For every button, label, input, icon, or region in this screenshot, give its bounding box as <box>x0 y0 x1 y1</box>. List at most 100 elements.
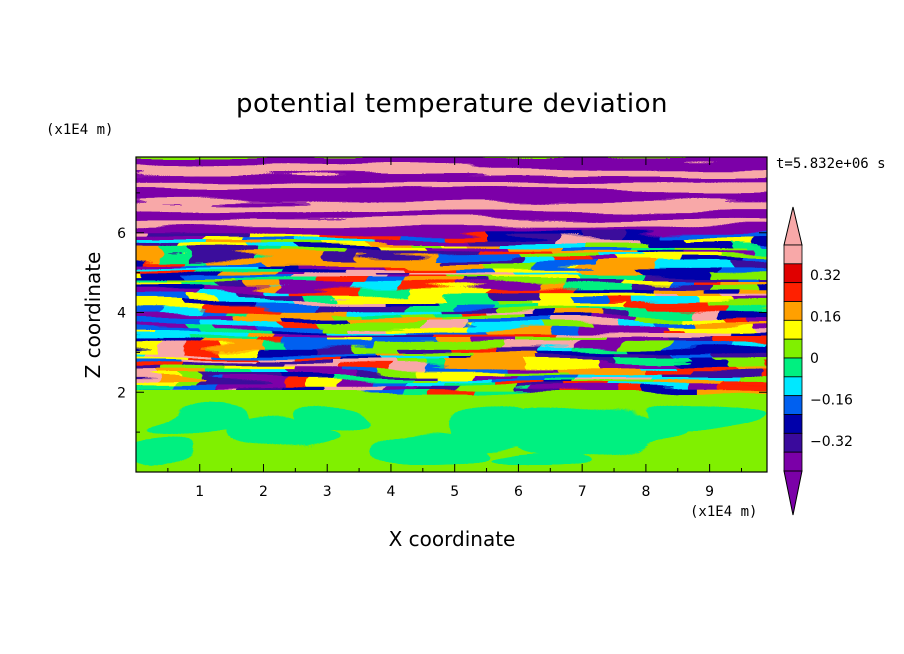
field-cell <box>732 298 767 304</box>
field-cell <box>157 316 238 322</box>
field-cell <box>436 298 498 304</box>
field-cell <box>136 232 144 239</box>
field-cell <box>459 311 486 318</box>
field-cell <box>536 263 598 269</box>
field-cell <box>203 320 232 326</box>
field-cell <box>372 351 404 357</box>
field-cell <box>347 333 433 340</box>
field-cell <box>470 237 558 243</box>
field-cell <box>553 333 642 340</box>
field-cell <box>350 316 440 322</box>
field-cell <box>467 241 501 247</box>
field-cell <box>201 237 244 243</box>
field-cell <box>653 381 724 388</box>
field-cell <box>563 245 634 252</box>
field-cell <box>383 263 407 269</box>
field-cell <box>451 346 500 353</box>
field-cell <box>231 364 287 370</box>
field-cell <box>320 324 348 331</box>
field-cell <box>765 241 767 247</box>
field-band <box>136 157 767 167</box>
field-band <box>136 218 767 229</box>
field-cell <box>422 364 507 370</box>
field-cell <box>136 237 203 243</box>
field-cell <box>160 311 206 318</box>
field-cell <box>136 307 201 313</box>
field-cell <box>201 342 264 348</box>
field-cell <box>730 342 767 348</box>
field-cell <box>255 324 322 331</box>
field-cell <box>286 381 308 388</box>
field-cell <box>656 289 710 296</box>
field-cell <box>446 294 494 300</box>
field-cell <box>214 298 267 304</box>
field-cell <box>403 329 489 335</box>
field-cell <box>293 263 385 269</box>
field-cell <box>188 324 217 331</box>
field-cell <box>590 316 635 322</box>
field-cell <box>675 241 736 247</box>
field-cell <box>717 355 767 361</box>
field-cell <box>686 346 767 353</box>
field-cell <box>719 254 767 261</box>
field-cell <box>660 232 743 239</box>
colorbar-tick-label: 0.32 <box>810 268 841 284</box>
field-cell <box>458 281 485 287</box>
field-cell <box>738 377 767 383</box>
field-cell <box>437 254 521 261</box>
field-blob <box>136 440 194 465</box>
field-cell <box>564 386 611 392</box>
field-cell <box>389 359 423 366</box>
colorbar-tick-label: 0 <box>810 351 819 367</box>
colorbar-swatch <box>783 414 803 434</box>
field-cell <box>400 294 448 300</box>
field-cell <box>464 320 553 326</box>
field-cell <box>517 373 576 379</box>
field-cell <box>585 241 651 247</box>
field-cell <box>693 320 715 326</box>
field-cell <box>602 338 666 344</box>
field-cell <box>720 386 767 392</box>
field-cell <box>525 359 602 366</box>
field-cell <box>519 254 603 261</box>
plot-area <box>136 157 767 472</box>
field-cell <box>590 259 617 265</box>
field-cell <box>178 377 201 383</box>
field-cell <box>140 272 224 278</box>
field-cell <box>364 289 415 296</box>
field-cell <box>181 254 206 261</box>
field-cell <box>680 329 754 335</box>
field-cell <box>383 298 438 304</box>
field-cell <box>671 364 735 370</box>
field-cell <box>642 254 721 261</box>
field-cell <box>654 320 695 326</box>
field-cell <box>757 373 767 379</box>
field-cell <box>640 237 687 243</box>
field-cell <box>399 267 454 274</box>
field-cell <box>432 351 474 357</box>
field-cell <box>428 342 506 348</box>
field-cell <box>136 359 185 366</box>
field-cell <box>497 333 555 340</box>
field-cell <box>229 232 251 239</box>
field-cell <box>726 333 767 340</box>
field-cell <box>282 342 373 348</box>
field-cell <box>253 302 323 309</box>
field-cell <box>733 364 767 370</box>
field-cell <box>198 329 268 335</box>
field-cell <box>136 285 181 291</box>
field-cell <box>299 351 374 357</box>
x-tick-label: 1 <box>195 484 204 500</box>
field-cell <box>152 333 243 340</box>
field-cell <box>142 232 231 239</box>
field-cell <box>469 324 543 331</box>
field-cell <box>676 351 721 357</box>
field-cell <box>698 298 734 304</box>
field-cell <box>443 259 524 265</box>
field-cell <box>375 355 449 361</box>
field-cell <box>352 373 436 379</box>
field-cell <box>637 364 673 370</box>
field-cell <box>267 289 294 296</box>
colorbar-swatch <box>783 376 803 397</box>
y-tick-label: 6 <box>117 226 126 242</box>
